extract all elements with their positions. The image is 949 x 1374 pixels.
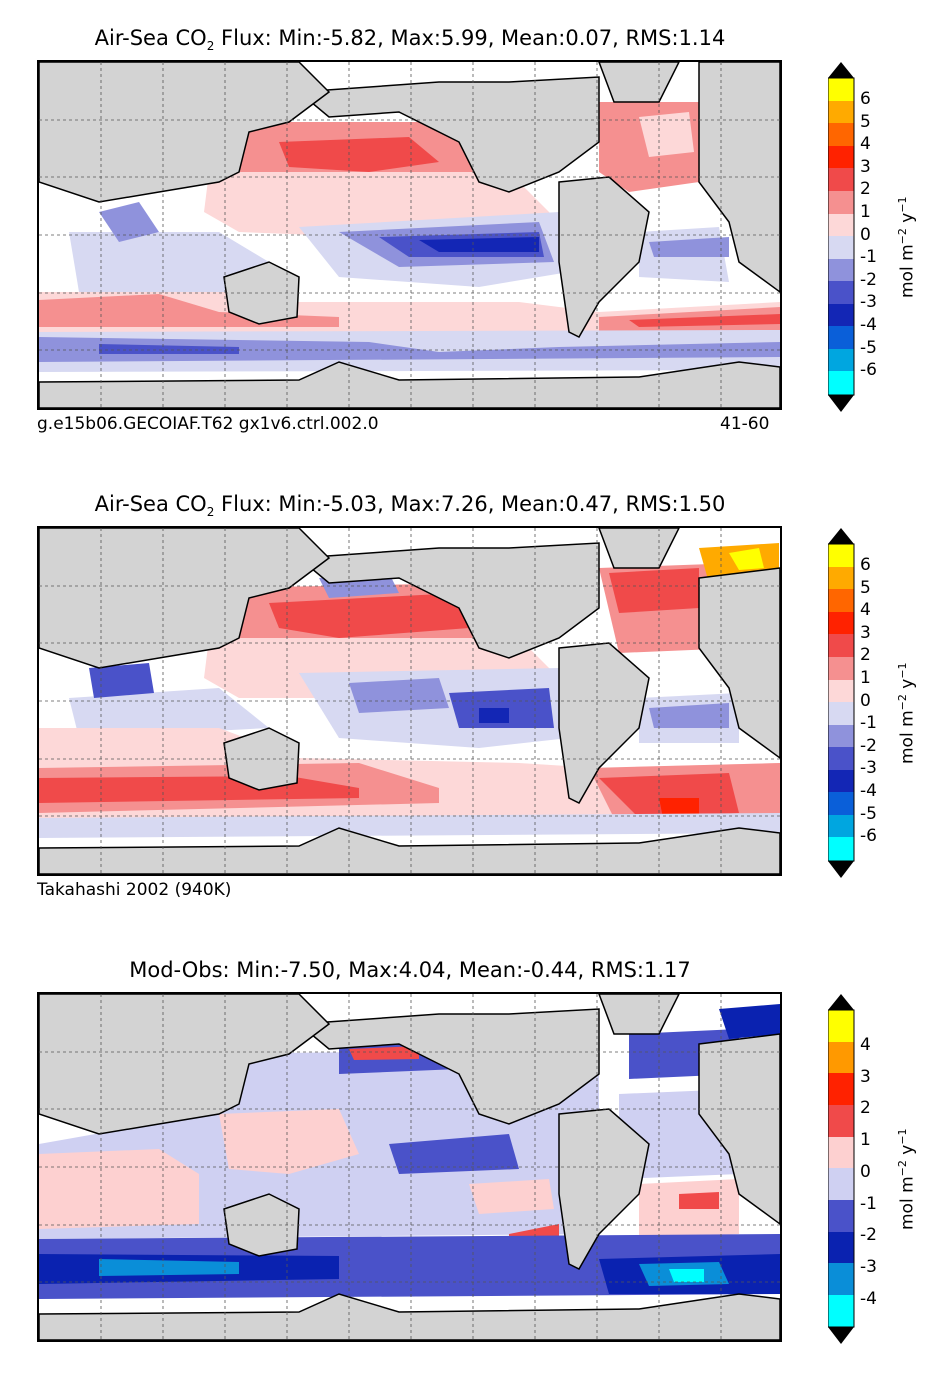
panel3-tick: 2 (860, 1098, 871, 1119)
panel1-tick: -2 (860, 269, 877, 290)
panel1-tick: 1 (860, 201, 871, 222)
panel1-caption-left: g.e15b06.GECOIAF.T62 gx1v6.ctrl.002.0 (37, 414, 379, 434)
panel2-tick: -4 (860, 780, 877, 801)
panel1-tick: 4 (860, 134, 871, 155)
panel1-colorbar-label: mol m−2 y−1 (896, 196, 918, 298)
panel2-tick: -2 (860, 735, 877, 756)
land-south-america (558, 176, 650, 338)
panel2-tick: 4 (860, 600, 871, 621)
panel3-map (37, 992, 782, 1342)
panel3-tick: -3 (860, 1256, 877, 1277)
panel1-tick: -6 (860, 360, 877, 381)
panel1-tick: -1 (860, 247, 877, 268)
panel1-tick: 5 (860, 111, 871, 132)
panel2-map (37, 526, 782, 876)
land-eurasia (39, 62, 331, 203)
panel2-colorbar: 6 5 4 3 2 1 0 -1 -2 -3 -4 -5 -6 (827, 526, 888, 884)
land-antarctica (39, 361, 780, 408)
panel1-tick: 6 (860, 89, 871, 109)
panel1-colorbar: 6 5 4 3 2 1 0 -1 -2 -3 -4 -5 -6 (827, 60, 888, 418)
panel2-title: Air-Sea CO2 Flux: Min:-5.03, Max:7.26, M… (94, 492, 726, 520)
panel2-tick: -3 (860, 758, 877, 779)
panel1-tick: -3 (860, 292, 877, 313)
panel2-tick: -1 (860, 713, 877, 734)
panel2-caption-left: Takahashi 2002 (940K) (37, 880, 232, 900)
panel3-tick: 1 (860, 1130, 871, 1151)
panel2-tick: 6 (860, 555, 871, 575)
panel1-tick: -4 (860, 314, 877, 335)
panel2-tick: 3 (860, 622, 871, 643)
panel2-tick: 5 (860, 577, 871, 598)
panel3-colorbar: 4 3 2 1 0 -1 -2 -3 -4 (827, 992, 888, 1350)
panel1-tick: 0 (860, 224, 871, 245)
panel3-tick: 3 (860, 1066, 871, 1087)
panel3-tick: -2 (860, 1225, 877, 1246)
panel2-tick: -6 (860, 826, 877, 847)
panel1-tick: -5 (860, 337, 877, 358)
panel3-tick: -1 (860, 1193, 877, 1214)
panel1-tick: 3 (860, 156, 871, 177)
panel1-tick: 2 (860, 179, 871, 200)
panel1-map (37, 60, 782, 410)
panel2-tick: 2 (860, 645, 871, 666)
panel2-tick: 1 (860, 667, 871, 688)
panel1-colorbar-swatches (828, 78, 854, 395)
panel3-tick: 0 (860, 1161, 871, 1182)
panel3-title: Mod-Obs: Min:-7.50, Max:4.04, Mean:-0.44… (129, 958, 691, 982)
land-north-america (297, 76, 600, 193)
panel1-title: Air-Sea CO2 Flux: Min:-5.82, Max:5.99, M… (94, 26, 726, 54)
panel1-caption-right: 41-60 (720, 414, 770, 434)
panel2-tick: -5 (860, 803, 877, 824)
panel3-colorbar-label: mol m−2 y−1 (896, 1128, 918, 1230)
panel3-tick: -4 (860, 1288, 877, 1309)
panel3-tick: 4 (860, 1035, 871, 1055)
panel2-tick: 0 (860, 690, 871, 711)
panel2-colorbar-label: mol m−2 y−1 (896, 662, 918, 764)
